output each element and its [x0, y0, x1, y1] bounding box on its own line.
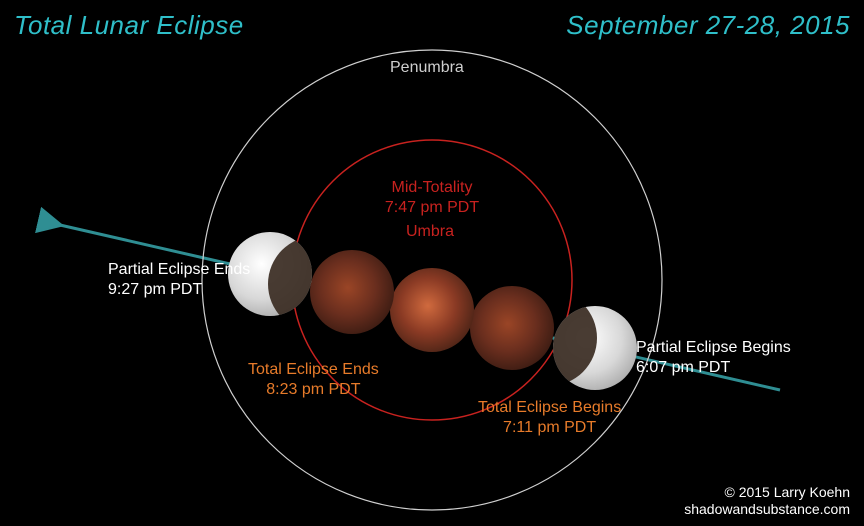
total-begins-label: Total Eclipse Begins 7:11 pm PDT: [478, 398, 621, 438]
moon-mid-totality: [390, 268, 474, 352]
credit-line2: shadowandsubstance.com: [684, 501, 850, 517]
eclipse-diagram: Total Lunar Eclipse September 27-28, 201…: [0, 0, 864, 526]
credit-line1: © 2015 Larry Koehn: [724, 484, 850, 500]
umbra-label: Umbra: [406, 222, 454, 242]
moon-total-begin: [470, 286, 554, 370]
partial-ends-label: Partial Eclipse Ends 9:27 pm PDT: [108, 260, 250, 300]
moon-total-end: [310, 250, 394, 334]
mid-totality-text: Mid-Totality: [392, 179, 473, 196]
partial-begins-label: Partial Eclipse Begins 6:07 pm PDT: [636, 338, 791, 378]
penumbra-label: Penumbra: [390, 58, 464, 78]
mid-totality-label: Mid-Totality 7:47 pm PDT: [380, 178, 484, 218]
total-ends-label: Total Eclipse Ends 8:23 pm PDT: [248, 360, 379, 400]
credit-block: © 2015 Larry Koehn shadowandsubstance.co…: [684, 484, 850, 518]
mid-totality-time: 7:47 pm PDT: [380, 198, 484, 218]
